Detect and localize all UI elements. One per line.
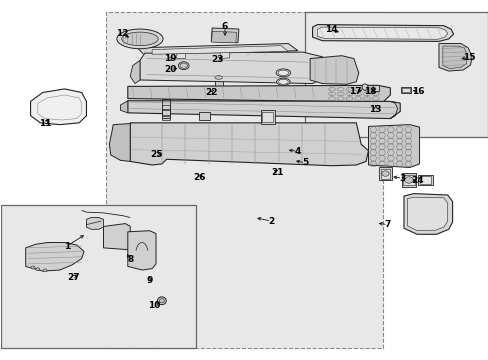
- Text: 7: 7: [384, 220, 390, 229]
- Bar: [106, 12, 382, 348]
- Text: 22: 22: [205, 88, 217, 97]
- Polygon shape: [317, 27, 447, 39]
- Polygon shape: [137, 44, 297, 56]
- Polygon shape: [26, 243, 84, 271]
- Text: 19: 19: [164, 54, 177, 63]
- Ellipse shape: [278, 70, 288, 76]
- Polygon shape: [120, 101, 127, 113]
- Polygon shape: [86, 217, 103, 229]
- Ellipse shape: [404, 177, 412, 183]
- Polygon shape: [130, 60, 140, 84]
- Ellipse shape: [180, 63, 187, 68]
- Polygon shape: [127, 85, 389, 102]
- Polygon shape: [378, 167, 391, 180]
- Text: 10: 10: [148, 301, 161, 310]
- Polygon shape: [140, 52, 326, 84]
- Text: 1: 1: [64, 242, 70, 251]
- Ellipse shape: [117, 29, 163, 49]
- Polygon shape: [162, 105, 169, 109]
- Polygon shape: [380, 168, 389, 179]
- Ellipse shape: [362, 84, 367, 90]
- Polygon shape: [400, 87, 410, 93]
- Polygon shape: [407, 197, 447, 231]
- Text: 4: 4: [294, 147, 301, 156]
- Polygon shape: [30, 89, 86, 125]
- Ellipse shape: [214, 76, 222, 79]
- Polygon shape: [372, 85, 378, 91]
- Text: 17: 17: [348, 87, 361, 96]
- Polygon shape: [103, 224, 130, 249]
- Ellipse shape: [276, 78, 289, 85]
- Polygon shape: [211, 31, 236, 43]
- Bar: [305, 12, 487, 137]
- Text: 5: 5: [302, 158, 308, 167]
- Polygon shape: [309, 56, 358, 84]
- Text: 11: 11: [39, 119, 51, 128]
- Text: 2: 2: [267, 217, 274, 226]
- Ellipse shape: [276, 69, 290, 77]
- Text: 18: 18: [363, 87, 375, 96]
- Text: 14: 14: [324, 26, 337, 35]
- Text: 13: 13: [369, 105, 381, 114]
- Text: 15: 15: [463, 53, 475, 62]
- Text: 20: 20: [164, 66, 177, 75]
- Ellipse shape: [122, 32, 158, 46]
- Text: 8: 8: [127, 255, 133, 264]
- Polygon shape: [127, 231, 156, 270]
- Polygon shape: [389, 102, 399, 118]
- Ellipse shape: [159, 298, 164, 303]
- Text: 12: 12: [116, 29, 128, 38]
- Polygon shape: [402, 175, 414, 185]
- Polygon shape: [442, 46, 466, 68]
- Text: 3: 3: [399, 174, 405, 183]
- Polygon shape: [199, 112, 210, 120]
- Text: 9: 9: [146, 275, 153, 284]
- Polygon shape: [220, 50, 231, 59]
- Polygon shape: [260, 110, 275, 123]
- Polygon shape: [162, 111, 169, 114]
- Text: 24: 24: [410, 176, 423, 185]
- Ellipse shape: [31, 266, 35, 269]
- Text: 26: 26: [193, 173, 205, 182]
- Polygon shape: [109, 123, 130, 161]
- Polygon shape: [162, 116, 169, 120]
- Text: 27: 27: [67, 273, 80, 282]
- Polygon shape: [419, 176, 430, 184]
- Polygon shape: [220, 51, 229, 58]
- Polygon shape: [211, 28, 239, 42]
- Text: 23: 23: [211, 55, 224, 64]
- Polygon shape: [130, 123, 368, 166]
- Polygon shape: [401, 88, 409, 92]
- Text: 21: 21: [271, 168, 283, 177]
- Ellipse shape: [278, 79, 287, 84]
- Polygon shape: [438, 44, 471, 71]
- Polygon shape: [403, 194, 452, 234]
- Ellipse shape: [43, 269, 47, 272]
- Polygon shape: [368, 125, 419, 167]
- Polygon shape: [152, 46, 287, 54]
- Ellipse shape: [157, 297, 166, 305]
- Text: 25: 25: [150, 150, 163, 159]
- Text: 16: 16: [411, 87, 424, 96]
- Polygon shape: [127, 101, 399, 118]
- Polygon shape: [214, 77, 222, 88]
- Polygon shape: [417, 175, 432, 185]
- Ellipse shape: [381, 171, 388, 176]
- Ellipse shape: [178, 62, 189, 69]
- Polygon shape: [262, 112, 273, 122]
- Ellipse shape: [36, 268, 40, 271]
- Text: 6: 6: [222, 22, 228, 31]
- Bar: [1, 205, 196, 348]
- Polygon shape: [176, 53, 184, 58]
- Polygon shape: [175, 52, 185, 59]
- Polygon shape: [401, 173, 415, 187]
- Polygon shape: [312, 24, 453, 41]
